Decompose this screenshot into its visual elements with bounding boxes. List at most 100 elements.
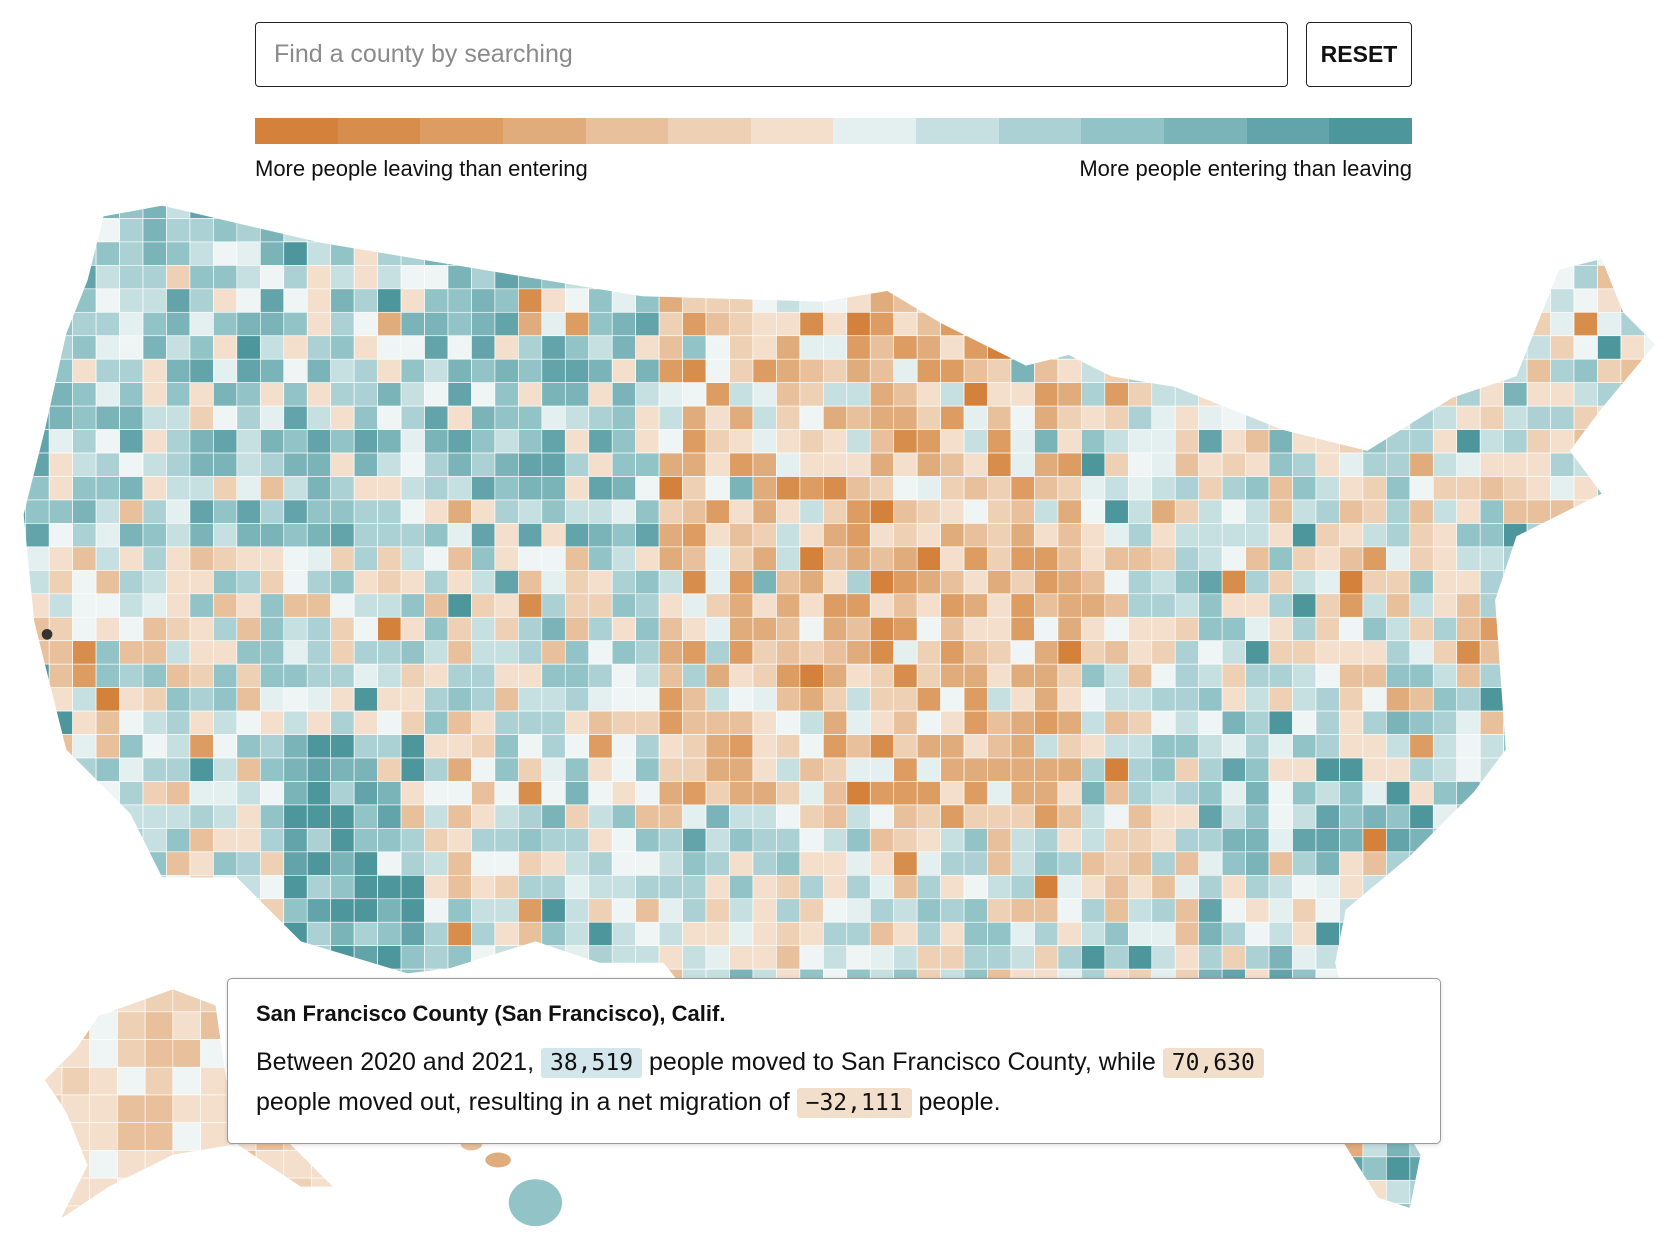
county[interactable] bbox=[823, 265, 848, 290]
county[interactable] bbox=[752, 640, 777, 665]
county[interactable] bbox=[1597, 265, 1622, 290]
county[interactable] bbox=[823, 804, 848, 829]
county[interactable] bbox=[2, 851, 27, 876]
county[interactable] bbox=[142, 335, 167, 360]
county[interactable] bbox=[658, 898, 683, 923]
county[interactable] bbox=[172, 1205, 201, 1234]
county[interactable] bbox=[1081, 499, 1106, 524]
county[interactable] bbox=[72, 382, 97, 407]
county[interactable] bbox=[1620, 734, 1645, 759]
county[interactable] bbox=[1550, 476, 1575, 501]
county[interactable] bbox=[306, 851, 332, 876]
county[interactable] bbox=[2, 992, 27, 1017]
county[interactable] bbox=[189, 570, 214, 595]
county[interactable] bbox=[658, 593, 683, 618]
county[interactable] bbox=[1081, 265, 1106, 290]
county[interactable] bbox=[1174, 710, 1200, 735]
county[interactable] bbox=[705, 1179, 730, 1205]
county[interactable] bbox=[119, 476, 144, 501]
county[interactable] bbox=[400, 311, 425, 337]
county[interactable] bbox=[846, 405, 871, 430]
county[interactable] bbox=[25, 570, 50, 595]
county[interactable] bbox=[1010, 311, 1035, 337]
county[interactable] bbox=[1174, 828, 1200, 853]
county[interactable] bbox=[494, 921, 519, 947]
county[interactable] bbox=[119, 710, 144, 735]
county[interactable] bbox=[659, 1227, 682, 1240]
county[interactable] bbox=[424, 288, 449, 313]
county[interactable] bbox=[729, 874, 754, 900]
county[interactable] bbox=[1479, 1133, 1504, 1158]
county[interactable] bbox=[1268, 781, 1293, 806]
county[interactable] bbox=[682, 898, 707, 923]
county[interactable] bbox=[1245, 523, 1270, 548]
county[interactable] bbox=[1221, 1203, 1246, 1227]
county[interactable] bbox=[1456, 663, 1481, 688]
county[interactable] bbox=[564, 288, 590, 313]
county[interactable] bbox=[518, 593, 543, 618]
county[interactable] bbox=[306, 874, 332, 900]
county[interactable] bbox=[400, 476, 425, 501]
county[interactable] bbox=[869, 687, 895, 712]
county[interactable] bbox=[1174, 1203, 1200, 1227]
county[interactable] bbox=[729, 687, 754, 712]
county[interactable] bbox=[916, 851, 941, 876]
county[interactable] bbox=[1010, 687, 1035, 712]
county[interactable] bbox=[916, 757, 941, 782]
county[interactable] bbox=[658, 640, 683, 665]
county[interactable] bbox=[25, 593, 50, 618]
county[interactable] bbox=[447, 851, 472, 876]
county[interactable] bbox=[893, 851, 918, 876]
county[interactable] bbox=[893, 288, 918, 313]
county[interactable] bbox=[1550, 804, 1575, 829]
county[interactable] bbox=[846, 523, 871, 548]
county[interactable] bbox=[1292, 921, 1317, 947]
county[interactable] bbox=[1479, 265, 1504, 290]
county[interactable] bbox=[682, 241, 707, 266]
county[interactable] bbox=[353, 781, 378, 806]
county[interactable] bbox=[1386, 405, 1411, 430]
county[interactable] bbox=[1526, 921, 1551, 947]
county[interactable] bbox=[1198, 828, 1223, 853]
county[interactable] bbox=[72, 405, 97, 430]
county[interactable] bbox=[1362, 734, 1387, 759]
county[interactable] bbox=[306, 898, 332, 923]
county[interactable] bbox=[1221, 804, 1246, 829]
county[interactable] bbox=[471, 265, 496, 290]
county[interactable] bbox=[1573, 851, 1598, 876]
county[interactable] bbox=[916, 195, 941, 219]
county[interactable] bbox=[61, 1205, 91, 1234]
county[interactable] bbox=[1386, 781, 1411, 806]
county[interactable] bbox=[2, 804, 27, 829]
county[interactable] bbox=[213, 218, 238, 243]
county[interactable] bbox=[823, 781, 848, 806]
county[interactable] bbox=[1503, 828, 1528, 853]
county[interactable] bbox=[259, 593, 285, 618]
county[interactable] bbox=[142, 570, 167, 595]
county[interactable] bbox=[283, 382, 308, 407]
county[interactable] bbox=[658, 1203, 683, 1227]
county[interactable] bbox=[1174, 499, 1200, 524]
county[interactable] bbox=[588, 499, 613, 524]
county[interactable] bbox=[1620, 405, 1645, 430]
county[interactable] bbox=[117, 984, 146, 1013]
county[interactable] bbox=[1597, 570, 1622, 595]
county[interactable] bbox=[494, 429, 519, 454]
county[interactable] bbox=[1526, 311, 1551, 337]
county[interactable] bbox=[494, 640, 519, 665]
county[interactable] bbox=[213, 710, 238, 735]
county[interactable] bbox=[311, 1150, 340, 1179]
county[interactable] bbox=[1432, 1203, 1458, 1227]
county[interactable] bbox=[987, 476, 1012, 501]
county[interactable] bbox=[142, 382, 167, 407]
county[interactable] bbox=[1386, 663, 1411, 688]
county[interactable] bbox=[330, 570, 355, 595]
county[interactable] bbox=[799, 781, 824, 806]
county[interactable] bbox=[635, 523, 660, 548]
county[interactable] bbox=[1292, 1203, 1317, 1227]
county[interactable] bbox=[400, 499, 425, 524]
county[interactable] bbox=[1456, 429, 1481, 454]
county[interactable] bbox=[1551, 1227, 1574, 1240]
county[interactable] bbox=[987, 687, 1012, 712]
county[interactable] bbox=[823, 616, 848, 642]
